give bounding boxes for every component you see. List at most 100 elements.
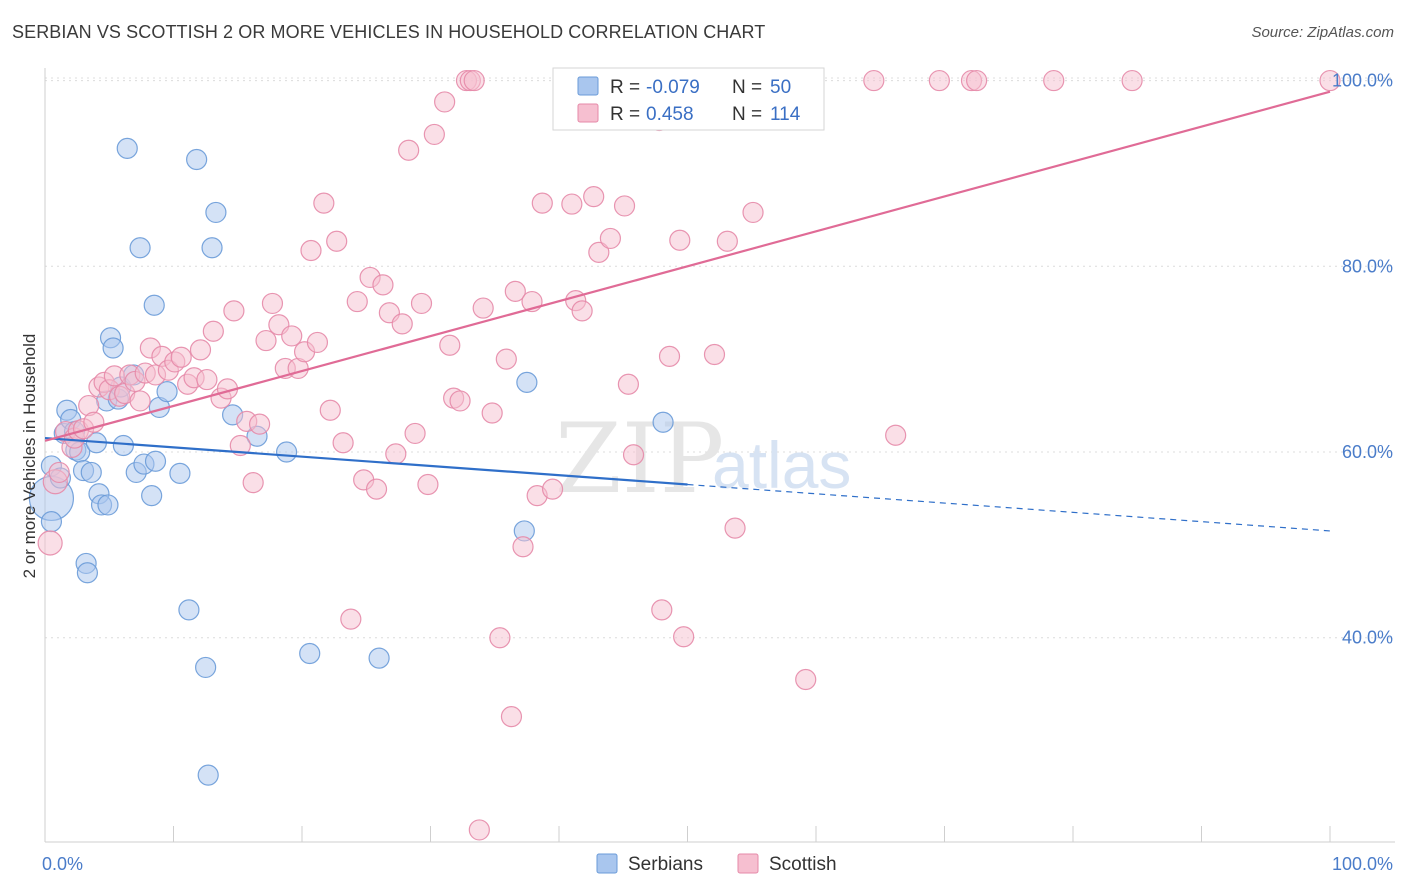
point-serbians-40 — [205, 201, 227, 224]
point-scottish-51 — [340, 608, 362, 630]
point-scottish-79 — [512, 536, 534, 558]
point-serbians-20 — [102, 337, 124, 359]
watermark-atlas: atlas — [712, 428, 851, 502]
point-scottish-18 — [129, 390, 151, 412]
point-serbians-34 — [169, 462, 191, 484]
point-scottish-82 — [531, 192, 553, 214]
chart-title: SERBIAN VS SCOTTISH 2 OR MORE VEHICLES I… — [12, 22, 766, 42]
point-scottish-76 — [495, 348, 517, 370]
point-serbians-31 — [144, 450, 167, 472]
legend-r-value-serbians: -0.079 — [646, 77, 700, 98]
legend-n-label-serbians: N = — [732, 77, 762, 98]
point-serbians-30 — [143, 294, 165, 316]
bottom-legend-label-serbians[interactable]: Serbians — [628, 854, 703, 875]
point-scottish-52 — [346, 290, 368, 313]
point-serbians-24 — [116, 137, 138, 159]
point-scottish-48 — [319, 399, 341, 421]
axes — [44, 68, 1395, 843]
tick-labels: 40.0% 60.0% 80.0% 100.0% 0.0% 100.0% — [42, 71, 1393, 874]
point-scottish-42 — [281, 325, 303, 347]
point-serbians-47 — [516, 371, 538, 393]
point-scottish-89 — [599, 227, 622, 250]
point-scottish-45 — [300, 239, 322, 262]
point-serbians-43 — [275, 441, 298, 463]
point-scottish-33 — [223, 300, 245, 322]
point-scottish-55 — [365, 478, 388, 500]
point-scottish-66 — [439, 334, 461, 356]
point-scottish-104 — [795, 668, 817, 691]
point-scottish-99 — [703, 343, 726, 366]
point-scottish-72 — [468, 819, 490, 841]
point-serbians-45 — [368, 647, 390, 669]
point-serbians-37 — [195, 656, 217, 679]
point-serbians-23 — [112, 434, 134, 457]
point-scottish-47 — [313, 192, 335, 214]
point-scottish-91 — [617, 373, 639, 395]
point-scottish-46 — [306, 331, 329, 354]
legend-n-label-scottish: N = — [732, 104, 762, 125]
point-scottish-75 — [489, 627, 511, 649]
point-scottish-71 — [463, 69, 485, 92]
legend-r-label-serbians: R = — [610, 77, 640, 98]
x-tick-label-100: 100.0% — [1332, 854, 1393, 874]
point-scottish-88 — [588, 241, 610, 263]
point-scottish-56 — [372, 274, 394, 296]
legend-r-label-scottish: R = — [610, 104, 640, 125]
point-serbians-18 — [97, 494, 119, 516]
point-scottish-37 — [248, 413, 271, 435]
point-scottish-58 — [385, 443, 407, 465]
point-scottish-84 — [561, 193, 583, 215]
point-scottish-29 — [196, 368, 218, 391]
point-scottish-2 — [48, 461, 70, 484]
point-serbians-44 — [299, 642, 321, 665]
point-serbians-48 — [652, 411, 674, 433]
point-scottish-59 — [391, 313, 413, 335]
bottom-legend-label-scottish[interactable]: Scottish — [769, 854, 837, 875]
point-scottish-112 — [1121, 69, 1143, 92]
source-label: Source: ZipAtlas.com — [1251, 24, 1394, 41]
watermark: ZIP atlas — [555, 403, 851, 515]
point-scottish-73 — [472, 297, 494, 319]
legend-swatch-scottish — [577, 103, 599, 123]
point-scottish-74 — [481, 402, 503, 424]
point-scottish-39 — [261, 292, 284, 315]
point-scottish-64 — [423, 123, 445, 146]
bottom-legend-swatch-serbians[interactable] — [596, 853, 618, 874]
legend: R = -0.079 N = 50 R = 0.458 N = 114 — [552, 67, 825, 131]
point-scottish-107 — [885, 424, 907, 446]
point-serbians-27 — [129, 237, 151, 259]
point-serbians-13 — [80, 461, 102, 484]
y-tick-label-60: 60.0% — [1342, 442, 1393, 462]
trend-line-serbians — [44, 436, 688, 486]
point-scottish-38 — [255, 329, 277, 352]
point-serbians-38 — [197, 764, 219, 786]
point-serbians-12 — [76, 562, 99, 584]
legend-swatch-serbians — [577, 76, 599, 96]
point-scottish-60 — [398, 139, 420, 161]
x-tick-label-0: 0.0% — [42, 854, 83, 874]
point-serbians-35 — [178, 599, 200, 621]
point-scottish-36 — [242, 472, 264, 494]
point-scottish-96 — [669, 229, 691, 251]
point-scottish-86 — [571, 300, 593, 322]
point-scottish-50 — [332, 432, 354, 454]
y-axis-label: 2 or more Vehicles in Household — [20, 334, 39, 579]
y-tick-label-100: 100.0% — [1332, 71, 1393, 91]
trend-line-scottish — [44, 90, 1331, 442]
point-scottish-78 — [504, 280, 526, 302]
legend-n-value-scottish: 114 — [770, 104, 801, 125]
point-scottish-62 — [410, 292, 433, 315]
point-scottish-108 — [928, 69, 950, 92]
point-scottish-68 — [449, 390, 471, 412]
point-scottish-0 — [37, 530, 63, 556]
y-tick-label-80: 80.0% — [1342, 256, 1393, 276]
bottom-legend: Serbians Scottish — [596, 853, 837, 875]
point-serbians-2 — [40, 511, 63, 533]
point-scottish-94 — [651, 599, 673, 621]
point-scottish-34 — [229, 434, 251, 457]
legend-r-value-scottish: 0.458 — [646, 104, 694, 125]
point-scottish-90 — [613, 195, 636, 217]
bottom-legend-swatch-scottish[interactable] — [737, 853, 759, 874]
point-scottish-61 — [404, 422, 426, 445]
